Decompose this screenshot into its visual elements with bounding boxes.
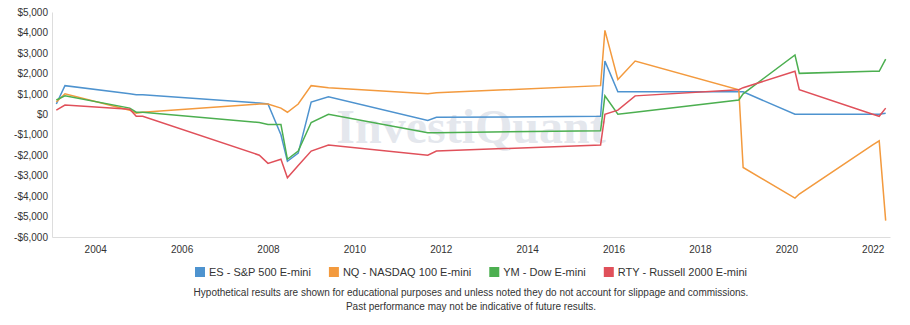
y-tick: -$4,000 <box>14 191 52 202</box>
x-tick-label: 2004 <box>85 244 108 255</box>
x-tick: 2004 <box>85 237 108 255</box>
x-tick-label: 2014 <box>517 244 540 255</box>
y-tick-label: -$1,000 <box>14 129 48 140</box>
y-tick: -$1,000 <box>14 129 52 140</box>
x-tick-label: 2022 <box>862 244 885 255</box>
y-tick-label: $0 <box>37 109 49 120</box>
x-tick-label: 2008 <box>257 244 280 255</box>
x-tick: 2022 <box>862 237 885 255</box>
y-tick-label: $5,000 <box>17 7 48 18</box>
series-lines <box>56 30 885 220</box>
y-tick: $3,000 <box>17 48 52 59</box>
watermark: InvestiQuant <box>336 100 605 153</box>
y-tick-label: -$3,000 <box>14 170 48 181</box>
footnote: Hypothetical results are shown for educa… <box>194 287 749 298</box>
x-tick: 2020 <box>776 237 799 255</box>
legend-item: YM - Dow E-mini <box>489 266 586 278</box>
y-tick-label: $3,000 <box>17 48 48 59</box>
legend-label: RTY - Russell 2000 E-mini <box>618 266 747 278</box>
y-tick-label: $1,000 <box>17 89 48 100</box>
legend-item: ES - S&P 500 E-mini <box>195 266 311 278</box>
x-tick: 2016 <box>603 237 626 255</box>
x-tick-label: 2006 <box>171 244 194 255</box>
legend-label: ES - S&P 500 E-mini <box>209 266 311 278</box>
x-tick: 2010 <box>344 237 367 255</box>
y-axis: -$6,000 -$5,000 -$4,000 -$3,000 -$2,000 -$1,0… <box>14 7 52 243</box>
x-axis: 2004 2006 2008 2010 2012 2014 2016 2018 2020 2022 <box>53 237 891 255</box>
y-tick: $5,000 <box>17 7 52 18</box>
y-tick: $2,000 <box>17 68 52 79</box>
legend-label: NQ - NASDAQ 100 E-mini <box>343 266 471 278</box>
x-tick: 2018 <box>689 237 712 255</box>
legend-swatch <box>329 267 339 277</box>
legend-item: NQ - NASDAQ 100 E-mini <box>329 266 471 278</box>
y-tick: $1,000 <box>17 89 52 100</box>
series-line <box>56 30 885 220</box>
x-tick-label: 2020 <box>776 244 799 255</box>
x-axis-line <box>53 237 891 238</box>
legend-swatch <box>195 267 205 277</box>
legend-swatch <box>604 267 614 277</box>
y-axis-line <box>52 13 53 238</box>
x-tick-label: 2018 <box>689 244 712 255</box>
x-tick-label: 2016 <box>603 244 626 255</box>
x-tick: 2008 <box>257 237 280 255</box>
x-tick: 2014 <box>517 237 540 255</box>
x-tick-label: 2012 <box>430 244 453 255</box>
y-tick: -$6,000 <box>14 232 52 243</box>
legend-swatch <box>489 267 499 277</box>
y-tick: $0 <box>37 109 52 120</box>
plot: InvestiQuant -$6,000 -$5,000 -$4,000 -$3,000… <box>14 7 890 255</box>
y-tick-label: -$5,000 <box>14 211 48 222</box>
legend-item: RTY - Russell 2000 E-mini <box>604 266 747 278</box>
x-tick: 2012 <box>430 237 453 255</box>
series-line <box>56 55 885 159</box>
y-tick-label: -$2,000 <box>14 150 48 161</box>
legend: ES - S&P 500 E-mini NQ - NASDAQ 100 E-min… <box>195 266 747 278</box>
y-tick: -$3,000 <box>14 170 52 181</box>
y-tick-label: $4,000 <box>17 27 48 38</box>
footnote: Past performance may not be indicative o… <box>346 301 596 312</box>
y-tick-label: -$4,000 <box>14 191 48 202</box>
chart: InvestiQuant -$6,000 -$5,000 -$4,000 -$3,000… <box>0 0 910 325</box>
y-tick-label: -$6,000 <box>14 232 48 243</box>
series-line <box>56 61 885 161</box>
y-tick-label: $2,000 <box>17 68 48 79</box>
x-tick: 2006 <box>171 237 194 255</box>
x-tick-label: 2010 <box>344 244 367 255</box>
y-tick: $4,000 <box>17 27 52 38</box>
y-tick: -$2,000 <box>14 150 52 161</box>
y-tick: -$5,000 <box>14 211 52 222</box>
legend-label: YM - Dow E-mini <box>503 266 586 278</box>
series-line <box>56 71 885 177</box>
